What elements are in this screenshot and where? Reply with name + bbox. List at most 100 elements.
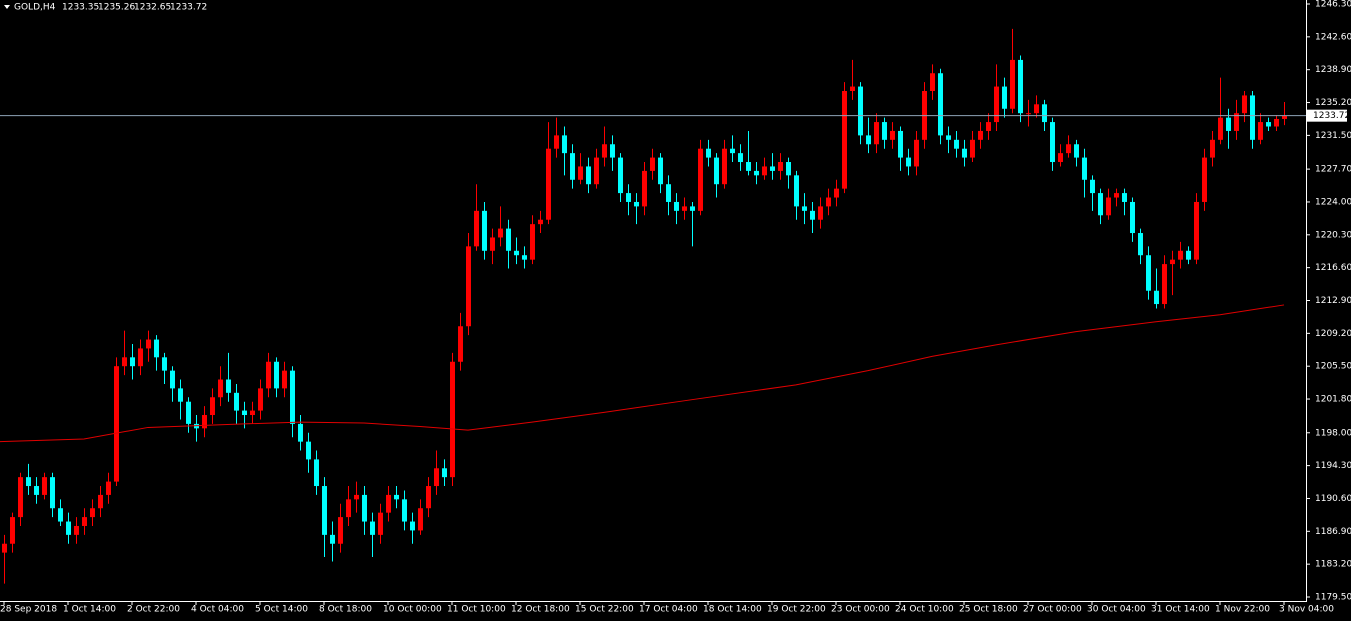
candle-body bbox=[578, 166, 583, 180]
candle-body bbox=[106, 481, 111, 495]
candle-body bbox=[1058, 153, 1063, 163]
candle-body bbox=[1242, 95, 1247, 114]
candle-body bbox=[834, 188, 839, 198]
candle-body bbox=[74, 525, 79, 535]
candle-body bbox=[778, 162, 783, 171]
candle-body bbox=[1098, 193, 1103, 216]
symbol: GOLD,H4 bbox=[14, 3, 56, 13]
x-tick-label: 5 Oct 14:00 bbox=[255, 605, 308, 615]
candle-body bbox=[1106, 197, 1111, 216]
candle-body bbox=[938, 73, 943, 136]
candle-body bbox=[282, 370, 287, 389]
candle-body bbox=[1170, 259, 1175, 265]
candle-body bbox=[890, 130, 895, 140]
y-tick-label: 1227.70 bbox=[1315, 165, 1351, 175]
x-tick-label: 17 Oct 04:00 bbox=[639, 605, 698, 615]
candle-body bbox=[658, 157, 663, 185]
candle-body bbox=[682, 206, 687, 211]
y-tick-label: 1216.60 bbox=[1315, 263, 1351, 273]
header-open: 1233.35 bbox=[62, 3, 99, 13]
candle-body bbox=[618, 157, 623, 194]
candle-body bbox=[146, 339, 151, 349]
candle-body bbox=[674, 201, 679, 211]
x-tick-label: 2 Oct 22:00 bbox=[127, 605, 180, 615]
x-tick-label: 10 Oct 00:00 bbox=[383, 605, 442, 615]
menu-arrow[interactable] bbox=[4, 5, 10, 9]
candle-body bbox=[738, 153, 743, 163]
candle-body bbox=[202, 415, 207, 429]
y-tick-label: 1242.60 bbox=[1315, 32, 1351, 42]
candle-body bbox=[1178, 250, 1183, 260]
candle-body bbox=[602, 144, 607, 158]
candle-body bbox=[258, 388, 263, 411]
header-low: 1232.65 bbox=[134, 3, 171, 13]
candle-body bbox=[1258, 122, 1263, 140]
header-close: 1233.72 bbox=[170, 3, 207, 13]
candle-body bbox=[322, 486, 327, 535]
candle-body bbox=[138, 348, 143, 367]
candle-body bbox=[10, 517, 15, 544]
x-tick-label: 1 Nov 22:00 bbox=[1215, 605, 1270, 615]
y-tick-label: 1198.00 bbox=[1315, 428, 1351, 438]
y-tick-label: 1209.20 bbox=[1315, 329, 1351, 339]
candle-body bbox=[594, 157, 599, 185]
candle-body bbox=[210, 397, 215, 416]
candle-body bbox=[570, 153, 575, 180]
candle-body bbox=[1026, 113, 1031, 115]
candle-body bbox=[1218, 117, 1223, 140]
candle-body bbox=[1050, 122, 1055, 163]
x-tick-label: 18 Oct 14:00 bbox=[703, 605, 762, 615]
candle-body bbox=[762, 166, 767, 176]
candle-body bbox=[26, 477, 31, 487]
candle-body bbox=[82, 517, 87, 526]
candle-body bbox=[122, 357, 127, 367]
candle-body bbox=[490, 237, 495, 251]
candle-body bbox=[690, 206, 695, 211]
candle-body bbox=[386, 494, 391, 513]
current-price-box bbox=[1307, 109, 1347, 122]
candle-body bbox=[18, 477, 23, 518]
candle-body bbox=[154, 339, 159, 358]
candle-body bbox=[498, 228, 503, 238]
candle-body bbox=[850, 86, 855, 91]
candle-body bbox=[546, 148, 551, 220]
y-tick-label: 1186.90 bbox=[1315, 527, 1351, 537]
candle-body bbox=[946, 135, 951, 140]
candle-body bbox=[378, 512, 383, 535]
candle-body bbox=[930, 73, 935, 91]
candle-body bbox=[274, 361, 279, 389]
y-tick-label: 1194.30 bbox=[1315, 461, 1351, 471]
candle-body bbox=[418, 508, 423, 531]
candle-body bbox=[642, 170, 647, 207]
candle-body bbox=[466, 246, 471, 327]
x-tick-label: 23 Oct 00:00 bbox=[831, 605, 890, 615]
x-tick-label: 15 Oct 22:00 bbox=[575, 605, 634, 615]
x-tick-label: 27 Oct 00:00 bbox=[1023, 605, 1082, 615]
candle-body bbox=[954, 139, 959, 149]
candle-body bbox=[1250, 95, 1255, 140]
candle-body bbox=[1066, 144, 1071, 154]
candle-body bbox=[250, 410, 255, 416]
candle-body bbox=[114, 366, 119, 482]
x-tick-label: 19 Oct 22:00 bbox=[767, 605, 826, 615]
candle-body bbox=[450, 361, 455, 478]
candle-body bbox=[234, 392, 239, 411]
candle-body bbox=[514, 250, 519, 256]
candle-body bbox=[1034, 104, 1039, 114]
candle-body bbox=[730, 148, 735, 154]
candle-body bbox=[1162, 264, 1167, 305]
candle-body bbox=[34, 486, 39, 495]
candle-body bbox=[178, 388, 183, 402]
candle-body bbox=[1074, 144, 1079, 158]
x-tick-label: 11 Oct 10:00 bbox=[447, 605, 506, 615]
x-tick-label: 4 Oct 04:00 bbox=[191, 605, 244, 615]
candle-body bbox=[810, 210, 815, 220]
candle-body bbox=[554, 135, 559, 149]
candle-body bbox=[370, 521, 375, 535]
candle-body bbox=[482, 210, 487, 251]
candle-body bbox=[338, 517, 343, 544]
candle-body bbox=[50, 477, 55, 509]
candle-body bbox=[914, 139, 919, 167]
candle-body bbox=[98, 494, 103, 509]
candle-body bbox=[394, 494, 399, 500]
